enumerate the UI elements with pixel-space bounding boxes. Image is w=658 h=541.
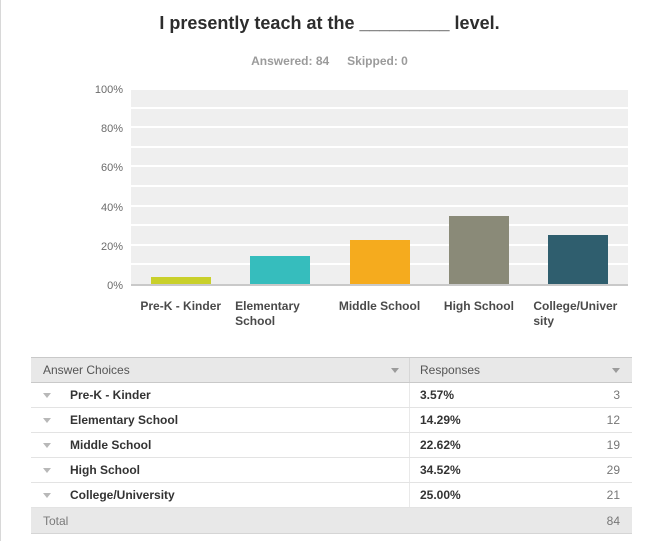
column-header-label: Responses [420,363,481,377]
x-axis-label-college-university: College/University [533,299,618,328]
response-percent: 22.62% [420,438,461,452]
row-expander-icon[interactable] [43,442,51,448]
table-row: College/University 25.00% 21 [31,483,632,508]
table-row: High School 34.52% 29 [31,458,632,483]
response-meta: Answered: 84 Skipped: 0 [1,54,658,68]
y-tick-label: 0% [107,280,123,292]
responses-cell: 34.52% 29 [409,458,632,482]
bar-elementary-school [250,256,311,284]
bar-slot [230,90,329,284]
table-body: Pre-K - Kinder 3.57% 3 Elementary School 14.… [31,383,632,508]
answer-choice-label: High School [70,463,140,477]
bar-slot [131,90,230,284]
bar-slot [529,90,628,284]
answer-cell: Pre-K - Kinder [31,383,409,407]
y-tick-label: 80% [100,123,123,136]
total-value: 84 [606,513,620,528]
response-count: 21 [606,488,620,502]
answered-count: Answered: 84 [251,54,330,68]
row-expander-icon[interactable] [43,392,51,398]
response-count: 12 [606,413,620,427]
response-percent: 34.52% [420,463,461,477]
chart-plot-area [131,90,628,286]
question-title: I presently teach at the _________ level… [159,13,500,33]
answer-choice-label: Pre-K - Kinder [70,388,151,402]
answer-cell: High School [31,458,409,482]
x-slot: High School [429,299,528,329]
sort-down-icon[interactable] [391,367,399,373]
x-axis-label-middle-school: Middle School [338,299,421,313]
bar-high-school [448,216,509,284]
results-table: Answer Choices Responses Pre-K - Kinder 3… [31,357,632,534]
x-slot: Elementary School [230,299,329,329]
responses-cell: 3.57% 3 [409,383,632,407]
total-row: Total 84 [31,508,632,534]
gridline [131,224,628,227]
x-slot: College/University [529,299,628,329]
responses-cell: 14.29% 12 [409,408,632,432]
responses-cell: 25.00% 21 [409,483,632,507]
column-header-label: Answer Choices [43,363,130,377]
sort-down-icon[interactable] [612,367,620,373]
bar-middle-school [349,240,410,284]
response-count: 3 [613,388,620,402]
row-expander-icon[interactable] [43,467,51,473]
bar-pre-k-kinder [150,277,211,284]
answer-cell: Elementary School [31,408,409,432]
answer-cell: College/University [31,483,409,507]
response-percent: 14.29% [420,413,461,427]
gridline [131,145,628,148]
response-percent: 3.57% [420,388,455,402]
column-header-answer-choices[interactable]: Answer Choices [31,358,409,382]
column-header-responses[interactable]: Responses [409,358,632,382]
y-axis: 0% 20% 40% 60% 80% 100% [63,84,123,292]
gridline [131,126,628,129]
gridline [131,185,628,187]
bar-college-university [548,235,609,284]
x-axis-label-elementary-school: Elementary School [235,299,300,328]
x-axis-label-high-school: High School [443,299,514,313]
y-tick-label: 100% [94,84,123,96]
x-axis: Pre-K - Kinder Elementary School Middle Sc… [131,299,628,329]
answer-choice-label: Elementary School [70,413,179,427]
answer-choice-label: College/University [70,488,175,502]
answer-cell: Middle School [31,433,409,457]
responses-cell: 22.62% 19 [409,433,632,457]
table-row: Pre-K - Kinder 3.57% 3 [31,383,632,408]
bar-series [131,90,628,284]
y-tick-label: 20% [100,240,123,253]
gridline [131,165,628,168]
x-slot: Pre-K - Kinder [131,299,230,329]
total-label: Total [43,513,69,528]
bar-slot [330,90,429,284]
response-percent: 25.00% [420,488,461,502]
y-tick-label: 40% [100,201,123,214]
table-row: Middle School 22.62% 19 [31,433,632,458]
bar-slot [429,90,528,284]
answer-choice-label: Middle School [70,438,152,452]
gridline [131,204,628,207]
row-expander-icon[interactable] [43,492,51,498]
skipped-count: Skipped: 0 [347,54,408,68]
table-header-row: Answer Choices Responses [31,357,632,383]
row-expander-icon[interactable] [43,417,51,423]
x-slot: Middle School [330,299,429,329]
x-axis-label-pre-k-kinder: Pre-K - Kinder [140,299,222,313]
response-count: 29 [606,463,620,477]
table-row: Elementary School 14.29% 12 [31,408,632,433]
response-count: 19 [606,438,620,452]
gridline [131,106,628,109]
y-tick-label: 60% [100,162,123,175]
